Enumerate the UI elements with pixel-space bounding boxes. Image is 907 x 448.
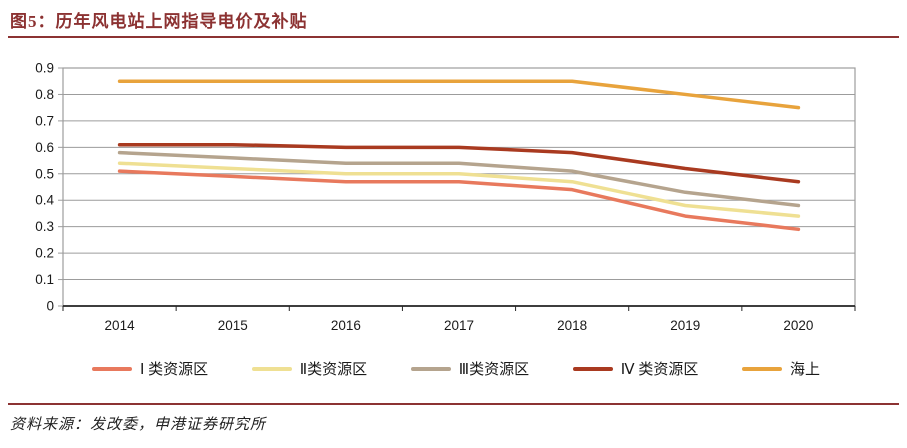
legend-item: Ⅱ类资源区 [251, 358, 368, 379]
x-axis-tick-label: 2020 [783, 318, 813, 333]
chart-legend: Ⅰ 类资源区 Ⅱ类资源区 Ⅲ类资源区 Ⅳ 类资源区 海上 [92, 358, 820, 379]
plot-border [62, 67, 856, 307]
x-axis-tick-label: 2015 [218, 318, 248, 333]
title-divider [8, 36, 899, 38]
x-axis-tick-label: 2016 [331, 318, 361, 333]
x-axis-tick-label: 2014 [105, 318, 136, 333]
footer-divider [8, 403, 899, 405]
legend-item: Ⅰ 类资源区 [92, 358, 208, 379]
legend-swatch [251, 366, 292, 371]
figure-title: 图5：历年风电站上网指导电价及补贴 [10, 12, 308, 31]
legend-swatch [741, 366, 782, 371]
legend-swatch [572, 366, 613, 371]
y-axis-tick-label: 0.3 [35, 219, 54, 234]
legend-swatch [410, 366, 451, 371]
y-axis-tick-label: 0.5 [35, 166, 54, 181]
legend-label: Ⅱ类资源区 [299, 362, 368, 378]
series-line [117, 169, 801, 232]
y-axis-tick-label: 0.2 [35, 246, 54, 261]
y-axis-tick-label: 0.8 [35, 87, 54, 102]
y-axis-tick-label: 0.4 [35, 193, 54, 208]
legend-item: 海上 [741, 358, 820, 379]
legend-label: Ⅰ 类资源区 [140, 362, 209, 378]
y-axis-tick-label: 0.9 [35, 61, 54, 76]
legend-label: Ⅲ类资源区 [458, 362, 530, 378]
legend-label: 海上 [789, 362, 820, 378]
line-chart-svg: 0.9 0.8 0.7 0.6 0.5 0.4 0.3 0.2 0.1 0 2014 2015 2016… [35, 61, 856, 333]
series-line [117, 150, 801, 208]
y-axis-tick-label: 0.7 [35, 113, 54, 128]
legend-label: Ⅳ 类资源区 [620, 362, 699, 378]
legend-swatch [92, 366, 132, 371]
series-line [117, 161, 801, 218]
chart-area: 0.9 0.8 0.7 0.6 0.5 0.4 0.3 0.2 0.1 0 2014 2015 2016… [0, 40, 907, 345]
y-axis-tick-label: 0 [46, 299, 54, 314]
x-axis-tick-label: 2018 [557, 318, 587, 333]
series-line [117, 79, 801, 110]
legend-item: Ⅲ类资源区 [410, 358, 530, 379]
y-axis-tick-label: 0.6 [35, 140, 54, 155]
legend-item: Ⅳ 类资源区 [572, 358, 699, 379]
x-axis-tick-label: 2019 [670, 318, 700, 333]
y-axis-tick-label: 0.1 [35, 272, 54, 287]
x-axis-tick-label: 2017 [444, 318, 474, 333]
source-note: 资料来源：发改委，申港证券研究所 [10, 417, 267, 433]
series-line [117, 142, 801, 184]
